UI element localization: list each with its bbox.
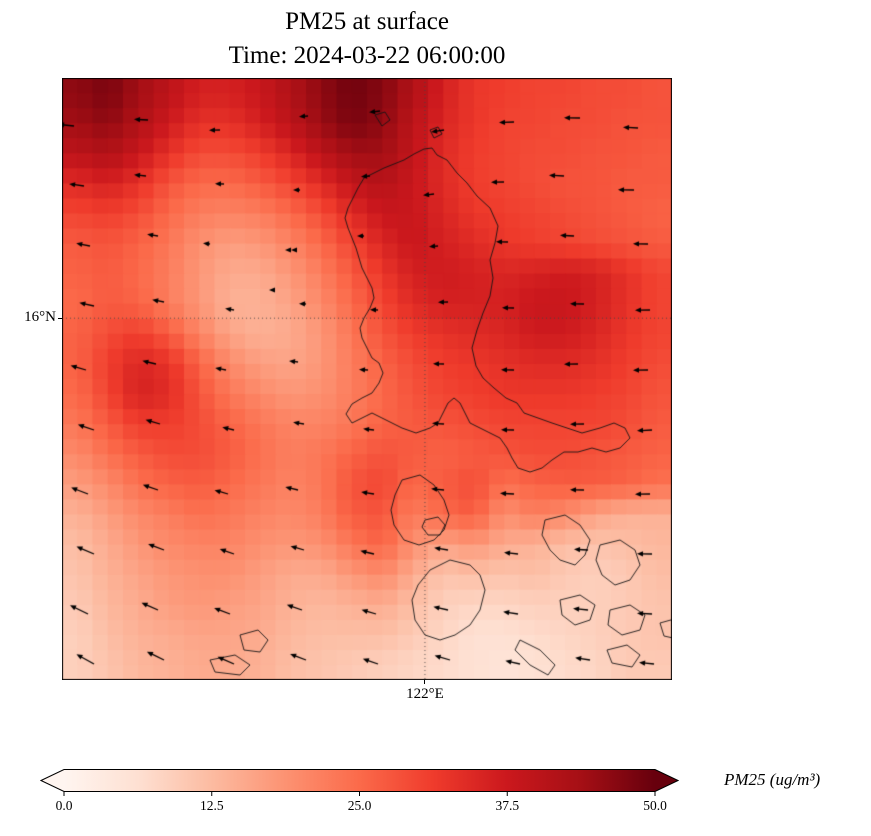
colorbar-gradient xyxy=(39,769,680,802)
colorbar-tick-label: 12.5 xyxy=(199,798,224,813)
colorbar-label: PM25 (ug/m³) xyxy=(724,770,821,789)
plot-time-subtitle: Time: 2024-03-22 06:00:00 xyxy=(228,42,506,69)
colorbar: 0.0 12.5 25.0 37.5 50.0 xyxy=(39,769,680,821)
colorbar-svg xyxy=(39,769,680,796)
colorbar-ticklabels: 0.0 12.5 25.0 37.5 50.0 xyxy=(40,798,679,818)
map-area xyxy=(62,78,672,680)
x-tick-mark xyxy=(424,680,425,684)
colorbar-tick-label: 37.5 xyxy=(495,798,520,813)
colorbar-tick-label: 0.0 xyxy=(55,798,73,813)
colorbar-tick-label: 25.0 xyxy=(347,798,372,813)
x-tick-label: 122°E xyxy=(406,686,444,702)
map-canvas xyxy=(62,78,672,680)
y-tick-label: 16°N xyxy=(24,309,56,325)
plot-title: PM25 at surface xyxy=(285,8,449,35)
y-tick-mark xyxy=(58,318,62,319)
colorbar-tick-label: 50.0 xyxy=(643,798,667,813)
